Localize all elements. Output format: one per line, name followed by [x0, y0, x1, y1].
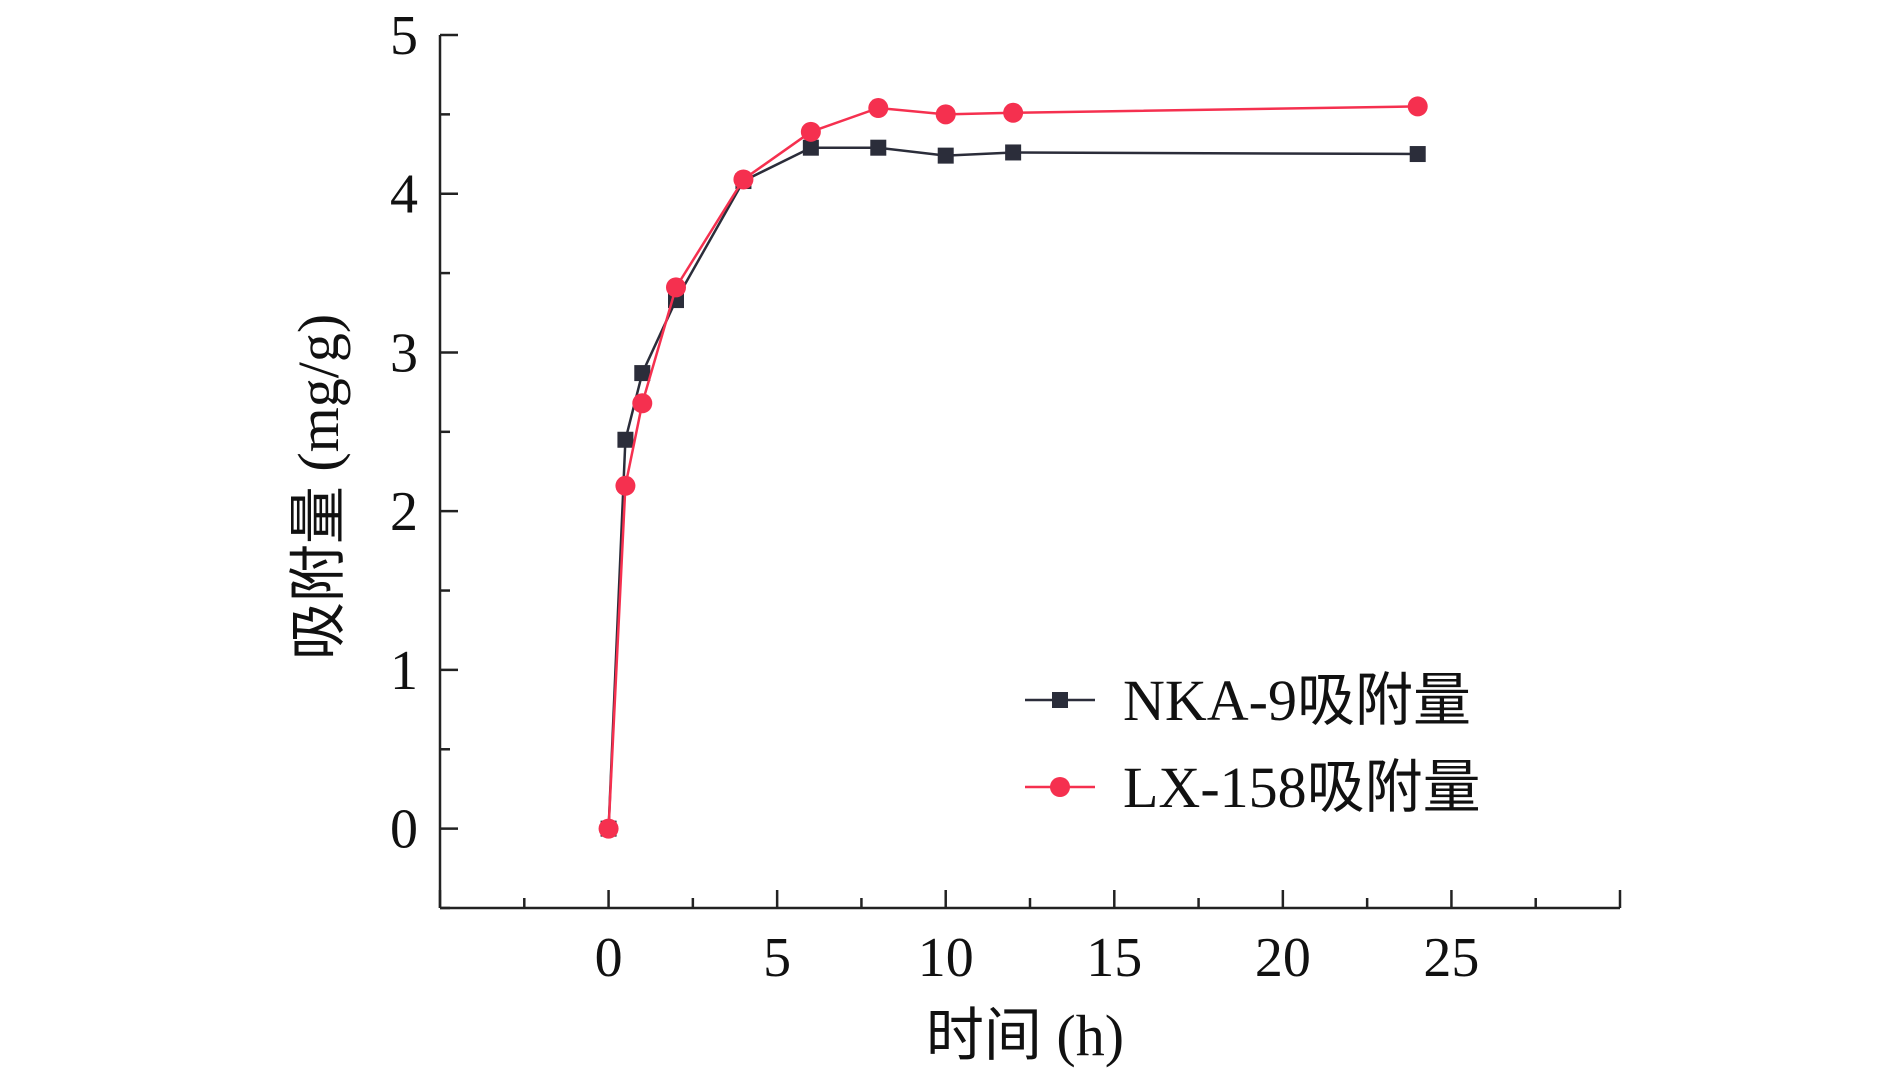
- y-tick-label: 1: [390, 640, 418, 702]
- data-point: [935, 104, 956, 125]
- legend: NKA-9吸附量 LX-158吸附量: [1025, 668, 1481, 820]
- data-point: [802, 139, 819, 156]
- x-tick-label: 10: [918, 927, 974, 989]
- y-tick-label: 0: [390, 799, 418, 861]
- series-layer: [598, 96, 1428, 839]
- y-tick-label: 4: [390, 164, 418, 226]
- axes: 0 1 2 3 4 5 0 5 10 15 20 25: [390, 5, 1622, 989]
- data-point: [617, 431, 634, 448]
- data-point: [1003, 102, 1024, 123]
- data-point: [615, 475, 636, 496]
- data-point: [870, 139, 887, 156]
- x-tick-label: 0: [595, 927, 623, 989]
- data-point: [1005, 144, 1022, 161]
- x-tick-label: 25: [1423, 927, 1479, 989]
- y-axis-title: 吸附量 (mg/g): [286, 314, 351, 660]
- data-point: [868, 98, 889, 119]
- series-line: [607, 105, 1418, 829]
- data-point: [666, 277, 686, 298]
- y-tick-label: 3: [390, 322, 418, 384]
- legend-item: NKA-9吸附量: [1025, 668, 1471, 733]
- x-axis-title: 时间 (h): [926, 1003, 1124, 1068]
- legend-label: NKA-9吸附量: [1123, 668, 1471, 733]
- x-tick-label: 15: [1086, 927, 1142, 989]
- y-tick-label: 2: [390, 481, 418, 543]
- series-2: [598, 96, 1428, 839]
- data-point: [800, 121, 821, 142]
- data-point: [1407, 96, 1428, 117]
- data-point: [598, 818, 619, 839]
- data-point: [733, 169, 754, 190]
- legend-label: LX-158吸附量: [1123, 755, 1481, 820]
- legend-marker: [1050, 777, 1070, 797]
- data-point: [1409, 146, 1426, 163]
- legend-item: LX-158吸附量: [1025, 755, 1481, 820]
- x-tick-label: 20: [1255, 927, 1311, 989]
- data-point: [634, 365, 651, 382]
- data-point: [937, 147, 954, 164]
- data-point: [632, 393, 653, 414]
- y-tick-label: 5: [390, 5, 418, 67]
- legend-marker: [1052, 692, 1068, 708]
- x-tick-label: 5: [763, 927, 791, 989]
